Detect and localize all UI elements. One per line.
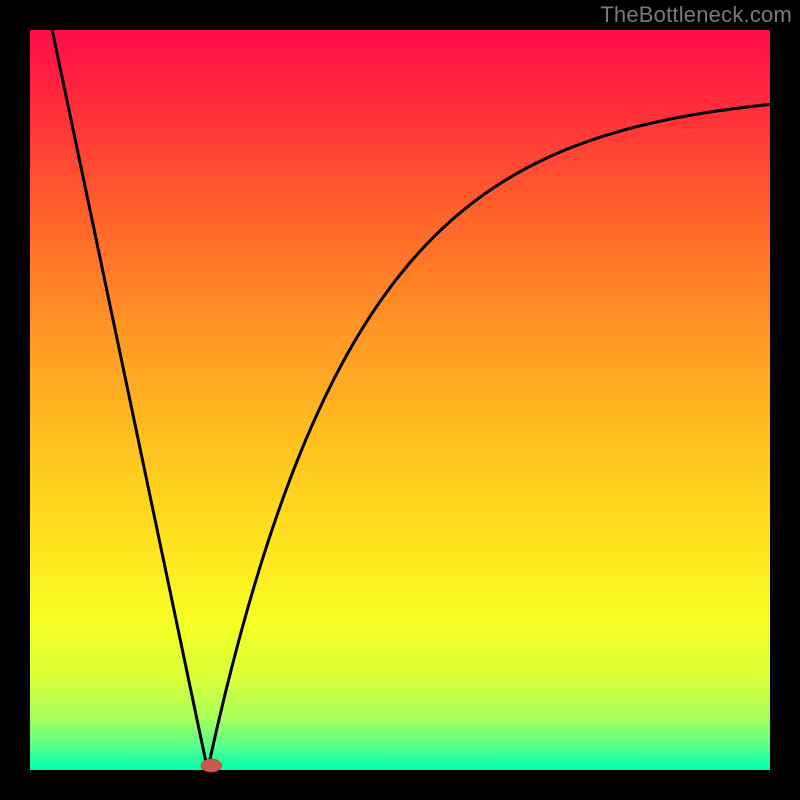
plot-area [30,30,770,770]
chart-container: TheBottleneck.com [0,0,800,800]
watermark-text: TheBottleneck.com [600,2,792,28]
bottleneck-chart [0,0,800,800]
optimum-marker [201,759,222,772]
